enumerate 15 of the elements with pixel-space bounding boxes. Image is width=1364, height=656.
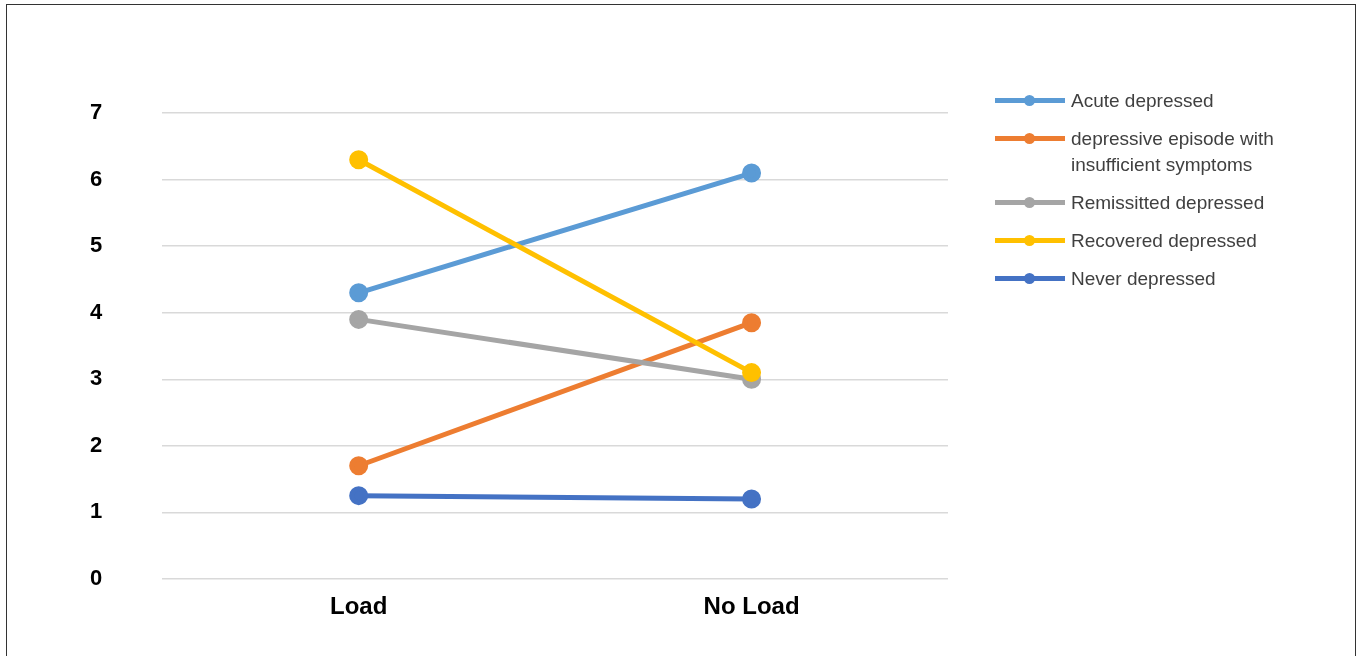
- y-tick-label: 4: [89, 298, 103, 324]
- legend-label: Remissitted depressed: [1071, 191, 1265, 215]
- legend-label: Acute depressed: [1071, 89, 1214, 113]
- y-tick-label: 2: [89, 431, 103, 457]
- legend-label: Recovered depressed: [1071, 229, 1257, 253]
- legend-label: Never depressed: [1071, 267, 1216, 291]
- y-tick-label: 3: [89, 365, 103, 391]
- y-tick-label: 6: [89, 165, 103, 191]
- legend-label: depressive episode with insufficient symptoms: [1071, 127, 1275, 177]
- y-tick-label: 5: [89, 232, 103, 258]
- y-tick-label: 1: [89, 498, 103, 524]
- x-tick-label: Load: [330, 591, 388, 619]
- x-tick-label: No Load: [703, 591, 800, 619]
- y-tick-label: 0: [89, 564, 103, 590]
- y-tick-label: 7: [89, 99, 103, 125]
